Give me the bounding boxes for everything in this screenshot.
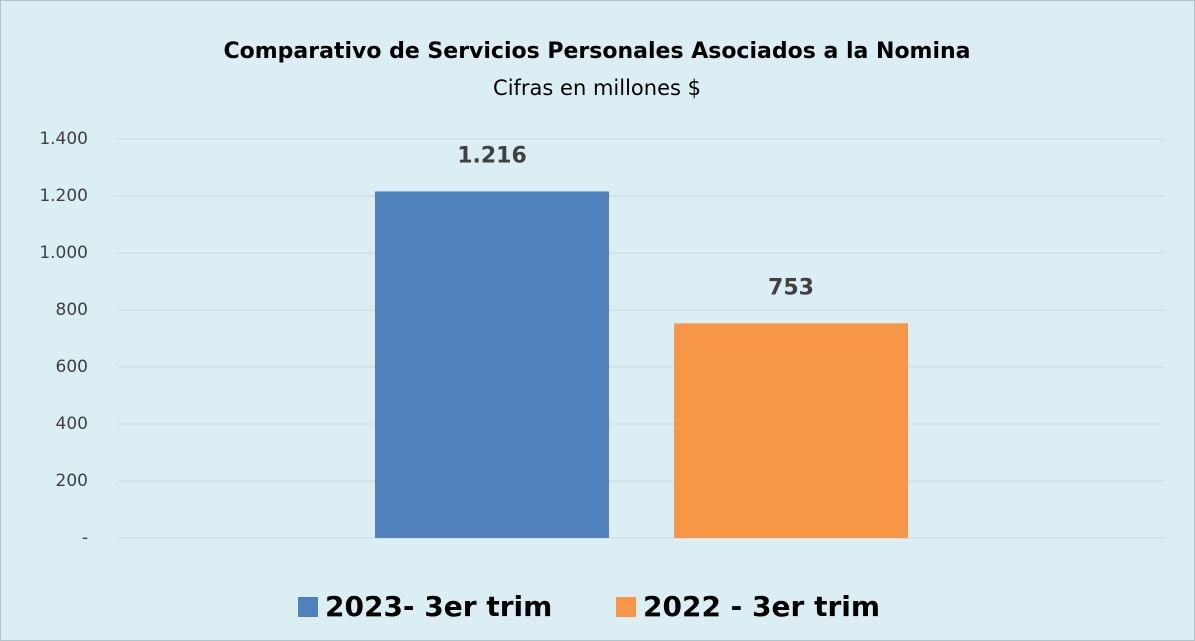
legend-label: 2023- 3er trim <box>325 590 552 623</box>
bar <box>674 323 908 538</box>
y-tick-label: 1.400 <box>39 129 88 149</box>
y-tick-label: 600 <box>56 357 88 377</box>
bar <box>375 191 609 538</box>
y-tick-label: 1.200 <box>39 186 88 206</box>
chart-subtitle: Cifras en millones $ <box>493 76 701 100</box>
chart-title: Comparativo de Servicios Personales Asoc… <box>223 39 970 64</box>
data-label: 1.216 <box>457 143 527 168</box>
legend-label: 2022 - 3er trim <box>643 590 880 623</box>
legend-swatch <box>616 597 636 617</box>
y-tick-label: 400 <box>56 414 88 434</box>
y-tick-label: 1.000 <box>39 243 88 263</box>
data-label: 753 <box>768 275 814 300</box>
y-tick-label: 800 <box>56 300 88 320</box>
legend-swatch <box>298 597 318 617</box>
y-tick-label: - <box>82 528 88 548</box>
y-tick-label: 200 <box>56 471 88 491</box>
